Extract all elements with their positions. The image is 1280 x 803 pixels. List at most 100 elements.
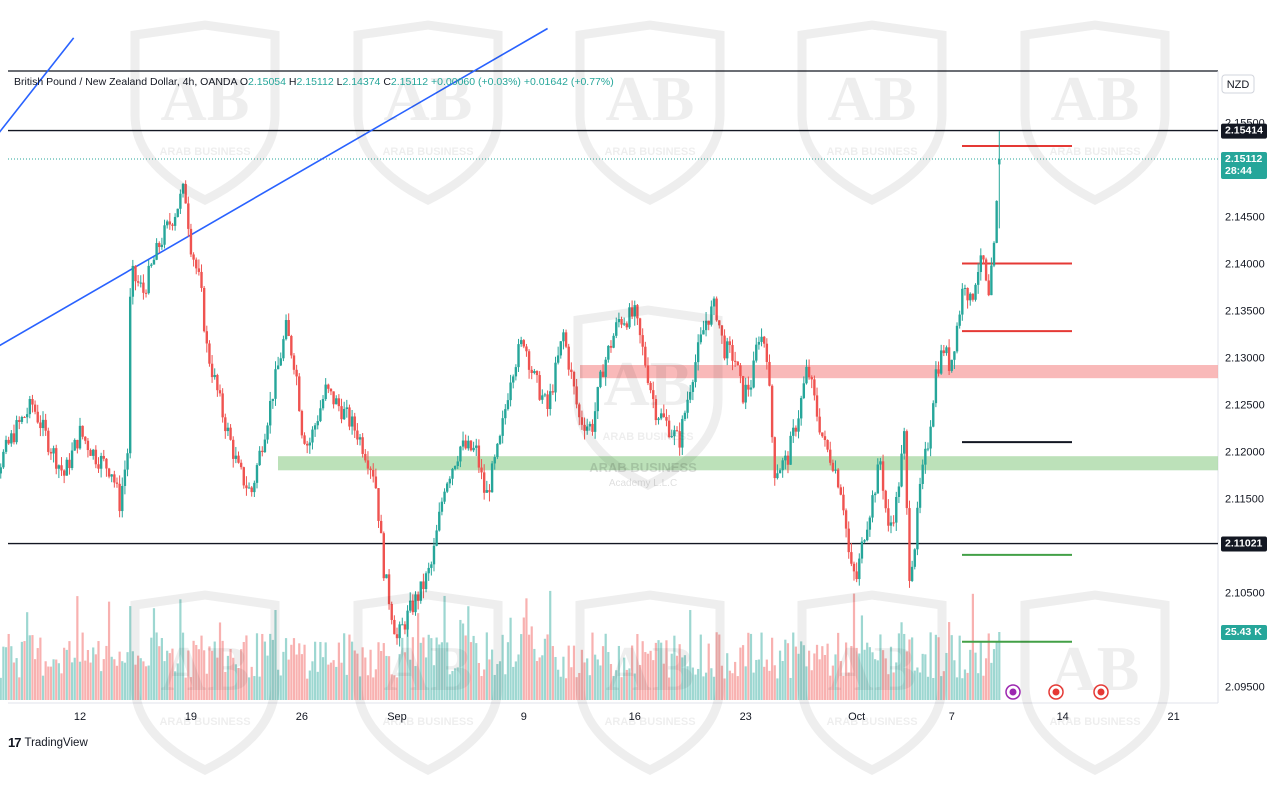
volume-bar [68,641,71,700]
candle [430,564,433,568]
volume-bar [570,667,573,700]
volume-bar [821,646,824,700]
volume-bar [343,633,346,700]
candle [916,507,919,550]
currency-label: NZD [1227,79,1250,91]
volume-bar [411,637,414,700]
volume-bar [390,674,393,700]
candle [18,420,21,422]
volume-bar [969,649,972,700]
candle [905,431,909,509]
candle [829,449,832,463]
volume-bar [913,670,916,700]
volume-bar [784,639,787,700]
candle [356,430,359,440]
candle [781,460,784,471]
uk-event-icon-2[interactable] [1093,684,1109,700]
volume-bar [292,638,296,700]
volume-bar [884,658,887,700]
candle [659,413,663,419]
candle [739,365,742,377]
candle [237,455,240,463]
volume-bar [55,659,58,700]
volume-bar [665,640,668,700]
candle [76,439,79,449]
dividend-event-icon[interactable] [1005,684,1021,700]
candle [382,533,385,579]
candle [646,365,650,383]
volume-bar [855,647,858,700]
candle [105,458,108,469]
candle [939,350,943,374]
volume-bar [203,650,206,700]
volume-bar [757,659,761,700]
candle [197,268,201,272]
legend-line: British Pound / New Zealand Dollar, 4h, … [14,76,614,88]
volume-bar [874,659,877,700]
candle [807,366,811,378]
candle [496,443,499,458]
volume-bar [776,678,779,700]
watermark-logo-icon: AB ARAB BUSINESS [575,590,725,776]
candle [337,398,341,407]
candle [823,436,827,441]
candle [699,334,702,343]
candle [107,468,111,477]
volume-bar [97,641,100,700]
watermark-shield-icon [130,20,280,206]
volume-bar [20,641,23,700]
tradingview-logo[interactable]: 17 TradingView [8,735,88,750]
volume-bar [208,646,211,700]
candle [493,457,496,464]
volume-bar [718,634,721,700]
volume-bar [210,650,214,700]
volume-bar [694,674,697,700]
candle [385,574,388,579]
volume-bar [844,642,848,700]
uk-event-icon[interactable] [1048,684,1064,700]
candle [350,416,354,427]
volume-bar [723,678,726,700]
volume-bar [168,653,171,700]
candle [929,426,932,449]
volume-bar [792,632,795,700]
candle [770,385,774,438]
volume-bar [596,659,599,700]
candle [28,399,32,415]
volume-bar [778,650,782,700]
volume-bar [303,644,306,700]
candle [165,221,169,226]
volume-bar [808,650,811,700]
volume-bar [530,626,533,700]
volume-bar [4,647,8,700]
volume-bar [535,661,539,700]
trendline-2 [0,27,548,347]
volume-bar [467,606,470,700]
volume-bar [852,593,856,700]
watermark-logo-icon: AB ARAB BUSINESS [130,590,280,776]
candle [731,345,734,361]
watermark-shield-icon [797,20,947,206]
volume-bar [105,645,108,700]
candle [409,600,412,611]
candle [760,336,763,342]
candle [749,387,753,390]
candle [654,399,658,421]
candle [990,265,993,296]
currency-selector[interactable]: NZD [1221,74,1255,94]
volume-bar [345,674,348,700]
volume-bar [480,676,483,700]
resistance-price-badge: 2.15414 [1221,123,1267,139]
price-tick-label: 2.09500 [1225,682,1265,694]
candle [601,371,605,377]
candle [424,573,428,590]
volume-bar [348,634,351,700]
candle [70,450,74,469]
candle [792,427,795,436]
volume-bar [588,675,591,700]
candle [575,386,578,405]
volume-bar [385,655,388,700]
volume-bar [866,642,869,700]
support-price-badge-bg [1221,536,1267,552]
